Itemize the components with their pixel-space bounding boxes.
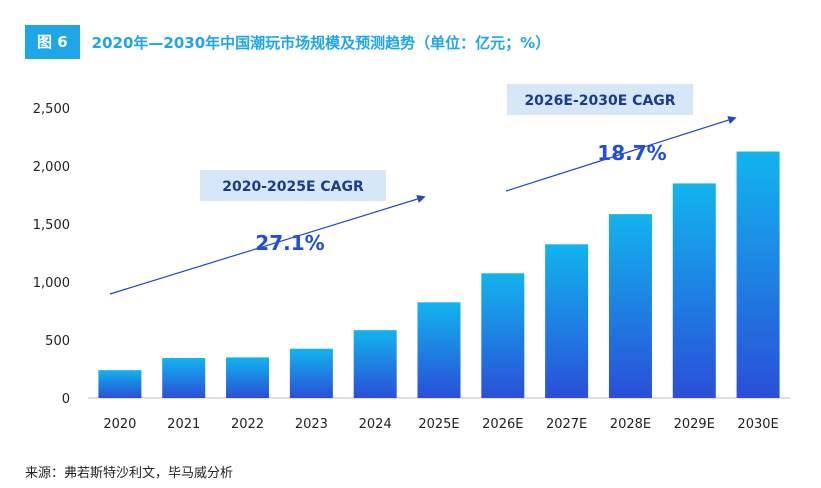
cagr-value-2020-2025: 27.1% (255, 231, 324, 255)
bar-2020 (98, 370, 142, 398)
bar-2024 (353, 330, 397, 398)
bar-2023 (289, 348, 333, 398)
y-tick-label: 0 (62, 392, 70, 407)
bar-2026E (481, 273, 525, 398)
bar-2028E (608, 214, 652, 398)
x-tick-label: 2023 (295, 417, 328, 432)
x-tick-label: 2028E (610, 417, 651, 432)
source-note: 来源：弗若斯特沙利文，毕马威分析 (25, 466, 234, 481)
bar-2022 (226, 357, 270, 398)
cagr-arrow-2020-2025 (109, 194, 426, 295)
x-tick-label: 2027E (546, 417, 587, 432)
cagr-arrow-2026-2030 (505, 116, 737, 192)
figure-header: 图 6 2020年—2030年中国潮玩市场规模及预测趋势（单位：亿元；%） (25, 25, 550, 59)
cagr-box-2020-2025 (200, 170, 386, 201)
cagr-box-2026-2030 (507, 84, 693, 115)
figure-title: 2020年—2030年中国潮玩市场规模及预测趋势（单位：亿元；%） (91, 33, 551, 52)
y-tick-label: 1,500 (33, 218, 70, 233)
cagr-value-2026-2030: 18.7% (597, 141, 666, 165)
y-tick-label: 2,000 (33, 160, 70, 175)
bar-2021 (162, 357, 206, 398)
x-tick-label: 2021 (167, 417, 200, 432)
cagr-label-2020-2025: 2020-2025E CAGR (222, 179, 364, 195)
figure-badge: 图 6 (25, 25, 80, 59)
cagr-label-2026-2030: 2026E-2030E CAGR (524, 93, 675, 109)
bar-2030E (736, 151, 780, 398)
y-tick-label: 2,500 (33, 102, 70, 117)
x-tick-label: 2025E (418, 417, 459, 432)
x-tick-label: 2030E (737, 417, 778, 432)
bar-2027E (545, 244, 589, 398)
x-tick-label: 2029E (674, 417, 715, 432)
x-tick-label: 2026E (482, 417, 523, 432)
y-tick-label: 500 (45, 334, 70, 349)
x-tick-label: 2024 (359, 417, 392, 432)
bar-2029E (672, 183, 716, 398)
x-tick-label: 2020 (103, 417, 136, 432)
bar-2025E (417, 302, 461, 398)
y-tick-label: 1,000 (33, 276, 70, 291)
x-tick-label: 2022 (231, 417, 264, 432)
